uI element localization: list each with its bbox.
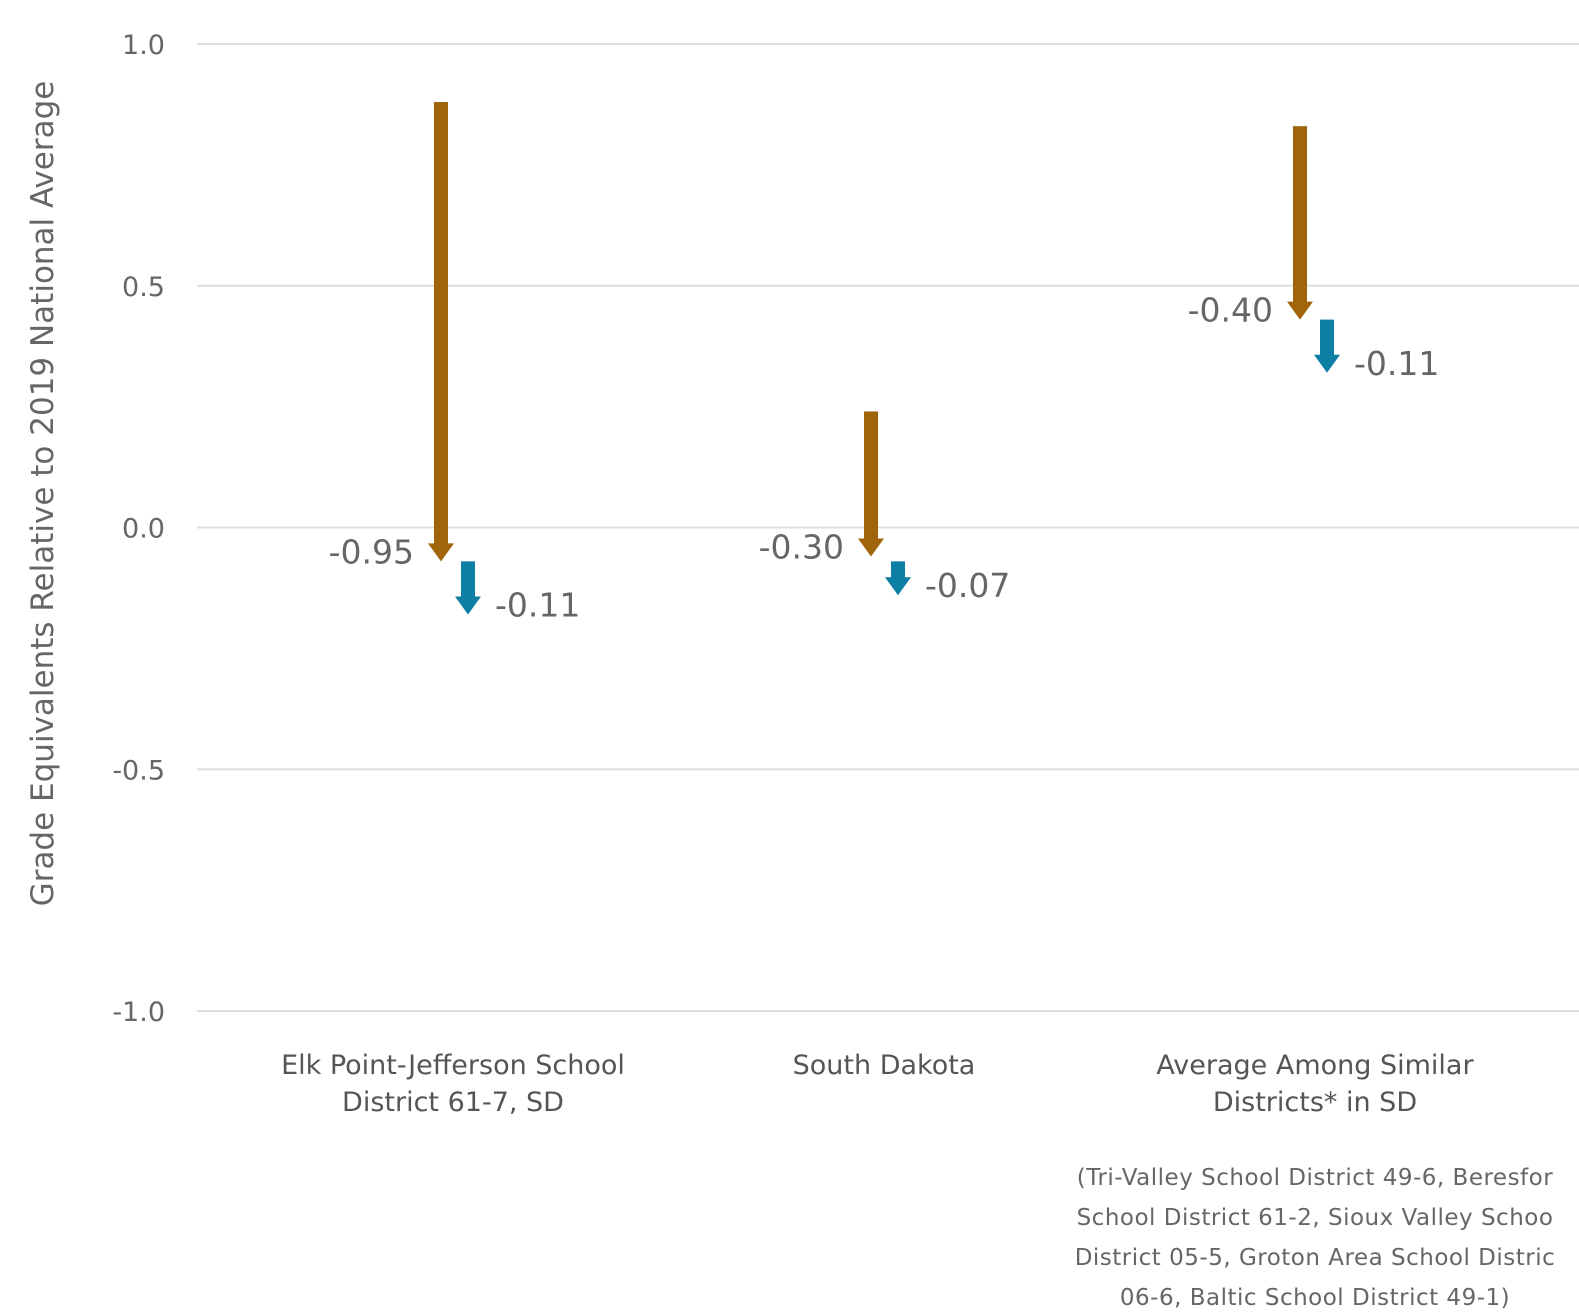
y-axis-title: Grade Equivalents Relative to 2019 Natio… [25, 81, 61, 907]
category-label-line: District 61-7, SD [342, 1087, 564, 1118]
arrows [428, 102, 1340, 615]
secondary-arrow [1314, 319, 1340, 373]
category-label: Elk Point-Jefferson School District 61-7,… [281, 1050, 625, 1118]
y-axis-ticks: 1.0 0.5 0.0 -0.5 -1.0 [112, 30, 165, 1028]
primary-arrow-shaft [434, 102, 448, 545]
category-labels: Elk Point-Jefferson School District 61-7,… [281, 1050, 1555, 1311]
category-label: Average Among Similar Districts* in SD [1156, 1050, 1474, 1118]
primary-arrow-shaft [864, 411, 878, 540]
secondary-change-label: -0.11 [1354, 344, 1439, 383]
y-tick-label: 1.0 [122, 30, 165, 61]
primary-arrow-head [858, 538, 884, 557]
secondary-arrow [885, 561, 911, 596]
category-note-line: School District 61-2, Sioux Valley Schoo [1077, 1205, 1554, 1231]
category-label: South Dakota [793, 1050, 976, 1081]
category-label-line: Average Among Similar [1156, 1050, 1474, 1081]
secondary-arrow-head [1314, 354, 1340, 373]
primary-arrow [428, 102, 454, 562]
primary-arrow [858, 411, 884, 557]
secondary-arrow [455, 561, 481, 615]
category-note-line: District 05-5, Groton Area School Distri… [1075, 1245, 1556, 1271]
value-labels: -0.95 -0.11 -0.30 -0.07 -0.40 -0.11 [329, 291, 1440, 625]
y-tick-label: -1.0 [112, 997, 165, 1028]
secondary-arrow-shaft [891, 561, 905, 579]
y-tick-label: 0.5 [122, 272, 165, 303]
category-note-line: (Tri-Valley School District 49-6, Beresf… [1077, 1165, 1553, 1191]
secondary-arrow-head [455, 596, 481, 615]
primary-arrow-head [1287, 301, 1313, 320]
primary-arrow-head [428, 543, 454, 562]
secondary-change-label: -0.11 [495, 586, 580, 625]
primary-change-label: -0.95 [329, 532, 414, 571]
gridlines [197, 43, 1579, 1012]
primary-change-label: -0.40 [1188, 291, 1273, 330]
secondary-arrow-head [885, 577, 911, 596]
secondary-arrow-shaft [461, 561, 475, 598]
category-note-line: 06-6, Baltic School District 49-1) [1120, 1285, 1510, 1311]
primary-arrow-shaft [1293, 126, 1307, 303]
y-tick-label: 0.0 [122, 514, 165, 545]
y-tick-label: -0.5 [112, 755, 165, 786]
category-label-line: Elk Point-Jefferson School [281, 1050, 625, 1081]
secondary-arrow-shaft [1320, 319, 1334, 356]
secondary-change-label: -0.07 [925, 566, 1010, 605]
category-note: (Tri-Valley School District 49-6, Beresf… [1075, 1165, 1556, 1311]
category-label-line: South Dakota [793, 1050, 976, 1081]
primary-change-label: -0.30 [759, 528, 844, 567]
primary-arrow [1287, 126, 1313, 320]
category-label-line: Districts* in SD [1213, 1087, 1417, 1118]
